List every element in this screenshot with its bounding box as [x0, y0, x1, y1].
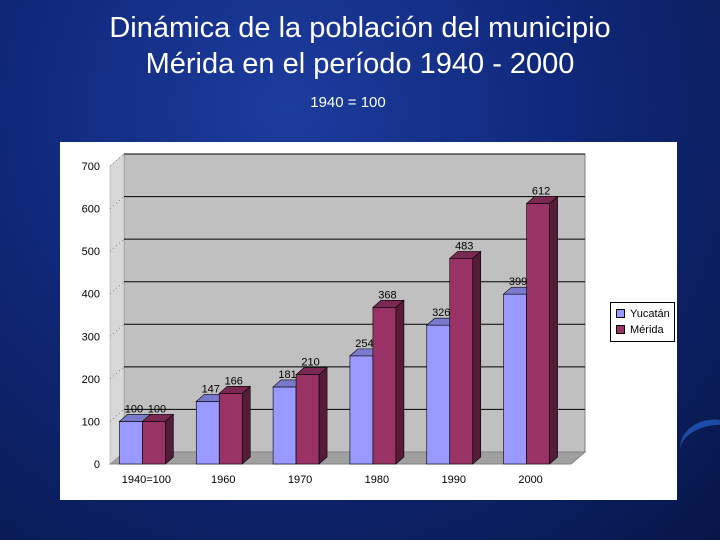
bar-top [218, 386, 252, 394]
bar-front [195, 401, 220, 465]
data-label: 166 [225, 375, 243, 387]
bar-top [448, 251, 482, 259]
bar-side [472, 250, 482, 465]
bar-front [449, 258, 474, 465]
title-line-2: Mérida en el período 1940 - 2000 [145, 48, 575, 80]
data-label: 100 [125, 403, 143, 415]
bar-side [549, 195, 558, 465]
bar-front [142, 421, 166, 465]
bar-front [119, 421, 143, 465]
x-tick-label: 1960 [211, 474, 235, 486]
bar-mrida-0 [141, 413, 175, 465]
bar-top [372, 300, 405, 308]
decorative-swirl [675, 413, 720, 473]
data-label: 368 [378, 289, 396, 301]
slide-title: Dinámica de la población del municipio M… [0, 10, 720, 82]
x-tick-label: 1980 [365, 474, 389, 486]
legend-swatch-merida [616, 324, 625, 334]
bar-mrida-4 [448, 250, 482, 465]
bar-front [295, 374, 320, 465]
y-tick-label: 500 [82, 246, 100, 258]
bar-mrida-5 [525, 195, 559, 465]
y-tick-label: 200 [82, 374, 100, 386]
x-tick-label: 1990 [442, 474, 466, 486]
y-tick-label: 100 [82, 416, 100, 428]
bar-mrida-1 [218, 385, 252, 465]
data-label: 100 [148, 403, 166, 415]
bar-side [165, 413, 174, 465]
x-tick-label: 1940=100 [122, 474, 171, 486]
y-tick-label: 600 [82, 204, 100, 216]
title-line-1: Dinámica de la población del municipio [109, 12, 611, 44]
x-tick-label: 1970 [288, 474, 312, 486]
chart-legend: Yucatán Mérida [610, 302, 675, 342]
legend-item-merida: Mérida [616, 323, 664, 337]
bar-front [372, 307, 397, 465]
legend-item-yucatan: Yucatán [616, 307, 670, 321]
bar-chart: 0 100 200 300 400 500 600 700 100 100 1940=100 147 1… [82, 153, 587, 486]
bar-mrida-2 [295, 366, 328, 465]
slide-subtitle: 1940 = 100 [310, 94, 386, 111]
bar-top [141, 414, 175, 422]
data-label: 326 [432, 307, 450, 319]
data-label: 399 [509, 276, 527, 288]
legend-label-yucatan: Yucatán [630, 308, 670, 320]
legend-swatch-yucatan [616, 308, 625, 318]
bar-side [241, 385, 251, 465]
y-tick-label: 400 [82, 289, 100, 301]
bar-front [218, 393, 243, 465]
data-label: 612 [532, 185, 550, 197]
bar-side [395, 299, 405, 465]
bar-top [295, 367, 328, 375]
bar-top [525, 196, 559, 204]
bar-front [503, 293, 527, 465]
data-label: 181 [278, 369, 296, 381]
bar-front [349, 355, 374, 465]
data-label: 147 [202, 383, 220, 395]
bar-side [318, 366, 328, 465]
bar-mrida-3 [372, 299, 405, 465]
bar-front [526, 203, 550, 465]
data-label: 254 [355, 338, 373, 350]
bar-front [272, 386, 297, 465]
x-tick-label: 2000 [518, 474, 542, 486]
legend-label-merida: Mérida [630, 324, 664, 336]
bar-front [426, 324, 451, 465]
chart-side-wall [109, 153, 125, 465]
chart-panel: 0 100 200 300 400 500 600 700 100 100 1940=100 147 1… [60, 142, 677, 500]
y-tick-label: 700 [82, 161, 100, 173]
y-tick-label: 0 [94, 459, 100, 471]
data-label: 483 [455, 240, 473, 252]
y-tick-label: 300 [82, 331, 100, 343]
data-label: 210 [301, 357, 319, 369]
